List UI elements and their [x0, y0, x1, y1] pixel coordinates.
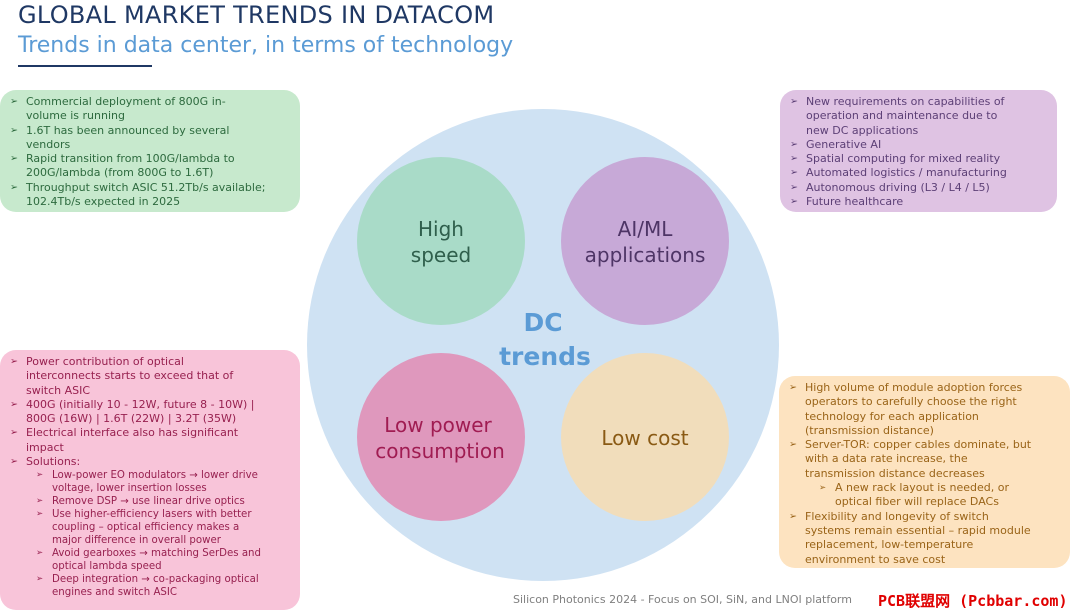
- low-power-circle: [357, 353, 525, 521]
- low-power-list: Power contribution of optical interconne…: [10, 355, 290, 470]
- list-item: Solutions:: [10, 455, 290, 470]
- low-cost-sub-list: A new rack layout is needed, or optical …: [819, 481, 1060, 510]
- page-subtitle: Trends in data center, in terms of techn…: [18, 33, 514, 58]
- list-item: Throughput switch ASIC 51.2Tb/s availabl…: [10, 181, 290, 210]
- low-cost-label: Low cost: [601, 426, 688, 450]
- page-title: GLOBAL MARKET TRENDS IN DATACOM: [18, 1, 495, 29]
- high-speed-label-line2: speed: [411, 243, 471, 267]
- low-power-box: Power contribution of optical interconne…: [0, 350, 300, 610]
- list-item: New requirements on capabilities of oper…: [790, 95, 1047, 138]
- low-power-label-line2: consumption: [375, 439, 505, 463]
- list-item: Low-power EO modulators → lower drive vo…: [36, 469, 290, 495]
- list-item: Electrical interface also has significan…: [10, 426, 290, 455]
- list-item: Remove DSP → use linear drive optics: [36, 495, 290, 508]
- list-item: High volume of module adoption forces op…: [789, 381, 1060, 438]
- list-item: A new rack layout is needed, or optical …: [819, 481, 1060, 510]
- low-cost-box: High volume of module adoption forces op…: [779, 376, 1070, 568]
- low-power-label-line1: Low power: [384, 413, 492, 437]
- ai-ml-label-line1: AI/ML: [618, 217, 674, 241]
- low-cost-more-list: Flexibility and longevity of switch syst…: [789, 510, 1060, 567]
- footer-text: Silicon Photonics 2024 - Focus on SOI, S…: [513, 593, 852, 606]
- list-item: Server-TOR: copper cables dominate, but …: [789, 438, 1060, 481]
- high-speed-box: Commercial deployment of 800G in- volume…: [0, 90, 300, 212]
- low-cost-circle: [561, 353, 729, 521]
- list-item: 1.6T has been announced by several vendo…: [10, 124, 290, 153]
- list-item: Autonomous driving (L3 / L4 / L5): [790, 181, 1047, 196]
- list-item: Avoid gearboxes → matching SerDes and op…: [36, 547, 290, 573]
- list-item: Rapid transition from 100G/lambda to 200…: [10, 152, 290, 181]
- list-item: Spatial computing for mixed reality: [790, 152, 1047, 167]
- list-item: Commercial deployment of 800G in- volume…: [10, 95, 290, 124]
- watermark: PCB联盟网 (Pcbbar.com): [878, 592, 1068, 610]
- trends-label: trends: [499, 342, 591, 371]
- ai-ml-list: New requirements on capabilities of oper…: [790, 95, 1047, 210]
- list-item: Flexibility and longevity of switch syst…: [789, 510, 1060, 567]
- high-speed-label-line1: High: [418, 217, 464, 241]
- list-item: Use higher-efficiency lasers with better…: [36, 508, 290, 547]
- low-cost-list: High volume of module adoption forces op…: [789, 381, 1060, 481]
- high-speed-list: Commercial deployment of 800G in- volume…: [10, 95, 290, 209]
- list-item: Generative AI: [790, 138, 1047, 153]
- low-power-solutions-list: Low-power EO modulators → lower drive vo…: [36, 469, 290, 599]
- list-item: Automated logistics / manufacturing: [790, 166, 1047, 181]
- list-item: Power contribution of optical interconne…: [10, 355, 290, 398]
- list-item: Future healthcare: [790, 195, 1047, 210]
- ai-ml-box: New requirements on capabilities of oper…: [780, 90, 1057, 212]
- list-item: 400G (initially 10 - 12W, future 8 - 10W…: [10, 398, 290, 427]
- list-item: Deep integration → co-packaging optical …: [36, 573, 290, 599]
- ai-ml-label-line2: applications: [585, 243, 706, 267]
- dc-label: DC: [523, 308, 562, 337]
- ai-ml-circle: [561, 157, 729, 325]
- title-underline: [18, 65, 152, 67]
- high-speed-circle: [357, 157, 525, 325]
